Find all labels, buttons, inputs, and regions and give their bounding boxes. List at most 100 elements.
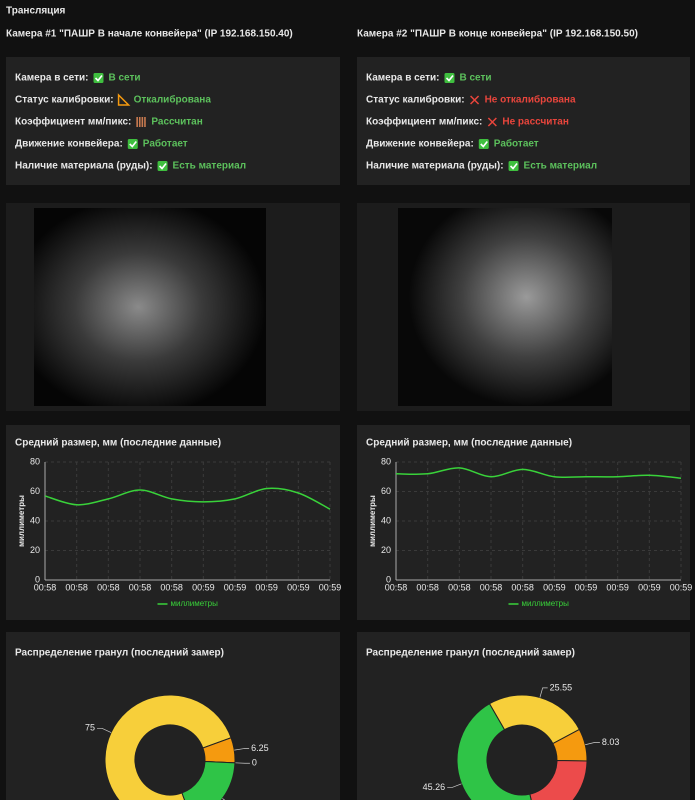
icon bbox=[509, 163, 518, 170]
y-tick-label: 20 bbox=[30, 545, 40, 555]
y-tick-label: 20 bbox=[381, 545, 391, 555]
x-tick-label: 00:58 bbox=[480, 582, 503, 592]
leader-line bbox=[585, 742, 600, 746]
y-tick-label: 0 bbox=[386, 574, 391, 584]
x-tick-label: 00:59 bbox=[575, 582, 598, 592]
x-tick-label: 00:59 bbox=[224, 582, 247, 592]
camera-title: Камера #1 "ПАШР В начале конвейера" (IP … bbox=[6, 29, 293, 40]
status-value: Откалибрована bbox=[134, 94, 212, 106]
y-tick-label: 40 bbox=[30, 515, 40, 525]
status-value: Есть материал bbox=[173, 161, 247, 172]
status-panel bbox=[357, 57, 690, 185]
icon bbox=[157, 161, 168, 171]
icon bbox=[470, 95, 480, 105]
y-axis-label: миллиметры bbox=[368, 495, 377, 547]
x-tick-label: 00:59 bbox=[638, 582, 661, 592]
pie-slice bbox=[529, 760, 588, 800]
status-value: Есть материал bbox=[524, 161, 598, 172]
status-label: Коэффициент мм/пикс: bbox=[15, 116, 131, 128]
icon bbox=[478, 139, 489, 149]
icon bbox=[487, 117, 497, 127]
icon bbox=[444, 73, 455, 83]
x-tick-label: 00:59 bbox=[543, 582, 566, 592]
x-tick-label: 00:59 bbox=[287, 582, 310, 592]
status-value: Не рассчитан bbox=[502, 117, 569, 128]
pie-slice bbox=[456, 703, 532, 800]
pie-slice bbox=[181, 761, 236, 800]
icon bbox=[508, 161, 519, 171]
chart-panel bbox=[357, 425, 690, 620]
icon bbox=[127, 139, 138, 149]
y-tick-label: 80 bbox=[381, 456, 391, 466]
icon bbox=[117, 93, 131, 106]
leader-line bbox=[447, 783, 462, 788]
status-value: В сети bbox=[460, 73, 492, 84]
leader-line bbox=[97, 727, 112, 733]
status-value: Рассчитан bbox=[151, 117, 202, 128]
status-label: Наличие материала (руды): bbox=[15, 161, 153, 172]
icon bbox=[129, 141, 137, 148]
pie-value-label: 0 bbox=[252, 758, 257, 768]
x-tick-label: 00:59 bbox=[670, 582, 693, 592]
status-label: Наличие материала (руды): bbox=[366, 161, 504, 172]
pie-value-label: 6.25 bbox=[251, 743, 269, 753]
status-label: Камера в сети: bbox=[366, 73, 440, 84]
page-title: Трансляция bbox=[6, 6, 65, 17]
icon bbox=[136, 117, 138, 127]
status-value: Не откалибрована bbox=[485, 94, 576, 106]
x-tick-label: 00:58 bbox=[34, 582, 57, 592]
pie-value-label: 8.03 bbox=[602, 737, 620, 747]
x-tick-label: 00:58 bbox=[129, 582, 152, 592]
x-tick-label: 00:58 bbox=[97, 582, 120, 592]
status-label: Движение конвейера: bbox=[15, 139, 123, 150]
icon bbox=[480, 141, 488, 148]
y-tick-label: 60 bbox=[30, 486, 40, 496]
pie-value-label: 75 bbox=[85, 723, 95, 733]
status-label: Статус калибровки: bbox=[15, 94, 114, 106]
y-axis-label: миллиметры bbox=[17, 495, 26, 547]
x-tick-label: 00:58 bbox=[511, 582, 534, 592]
pie-value-label: 25.55 bbox=[550, 682, 573, 692]
chart-title: Распределение гранул (последний замер) bbox=[15, 648, 224, 659]
legend-label: миллиметры bbox=[522, 599, 570, 608]
icon bbox=[158, 163, 167, 170]
y-tick-label: 40 bbox=[381, 515, 391, 525]
pie-slice bbox=[104, 694, 232, 800]
camera-title: Камера #2 "ПАШР В конце конвейера" (IP 1… bbox=[357, 29, 638, 40]
x-tick-label: 00:58 bbox=[160, 582, 183, 592]
status-value: Работает bbox=[143, 138, 188, 150]
pie-value-label: 45.26 bbox=[423, 782, 446, 792]
legend-label: миллиметры bbox=[171, 599, 219, 608]
icon bbox=[445, 75, 454, 82]
status-value: Работает bbox=[494, 138, 539, 150]
status-label: Движение конвейера: bbox=[366, 139, 474, 150]
camera-image bbox=[34, 208, 266, 406]
icon bbox=[93, 73, 104, 83]
camera-image bbox=[398, 208, 612, 406]
line-series bbox=[44, 487, 331, 510]
x-tick-label: 00:59 bbox=[319, 582, 342, 592]
chart-title: Распределение гранул (последний замер) bbox=[366, 648, 575, 659]
pie-value-label: 18.75 bbox=[237, 799, 260, 800]
x-tick-label: 00:59 bbox=[255, 582, 278, 592]
y-tick-label: 80 bbox=[30, 456, 40, 466]
status-label: Камера в сети: bbox=[15, 73, 89, 84]
icon bbox=[144, 117, 146, 127]
status-label: Коэффициент мм/пикс: bbox=[366, 116, 482, 128]
x-tick-label: 00:58 bbox=[448, 582, 471, 592]
leader-line bbox=[539, 687, 548, 698]
chart-panel bbox=[6, 425, 340, 620]
x-tick-label: 00:59 bbox=[192, 582, 215, 592]
x-tick-label: 00:58 bbox=[385, 582, 408, 592]
icon bbox=[94, 75, 103, 82]
chart-title: Средний размер, мм (последние данные) bbox=[15, 438, 221, 449]
icon bbox=[138, 117, 141, 127]
status-value: В сети bbox=[109, 73, 141, 84]
icon bbox=[141, 117, 144, 127]
x-tick-label: 00:58 bbox=[65, 582, 88, 592]
chart-title: Средний размер, мм (последние данные) bbox=[366, 438, 572, 449]
line-series bbox=[395, 467, 682, 479]
y-tick-label: 0 bbox=[35, 574, 40, 584]
status-label: Статус калибровки: bbox=[366, 94, 465, 106]
